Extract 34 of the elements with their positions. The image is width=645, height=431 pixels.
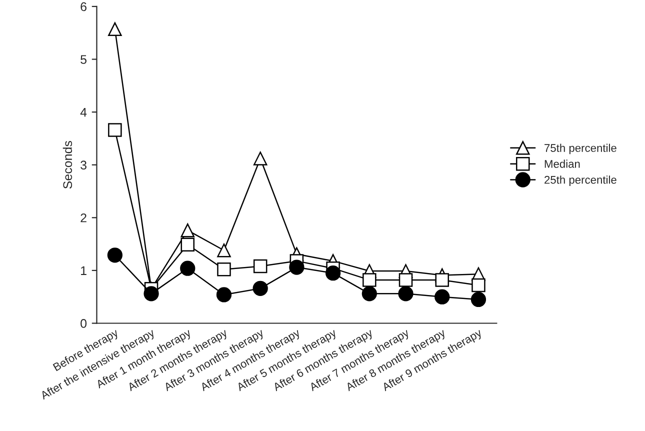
point bbox=[108, 123, 122, 137]
point bbox=[108, 22, 122, 36]
y-axis-title: Seconds bbox=[62, 140, 72, 189]
point bbox=[253, 152, 268, 166]
point bbox=[472, 278, 486, 292]
point bbox=[325, 266, 341, 281]
point bbox=[180, 260, 196, 276]
y-tick-label: 2 bbox=[80, 213, 86, 222]
point bbox=[470, 292, 486, 308]
point bbox=[180, 223, 195, 238]
point bbox=[434, 289, 450, 304]
y-tick-label: 5 bbox=[80, 55, 87, 64]
point bbox=[362, 273, 376, 287]
point bbox=[252, 280, 268, 296]
legend-label: 25th percentile bbox=[544, 176, 616, 186]
y-tick-label: 3 bbox=[80, 160, 86, 170]
point bbox=[362, 286, 377, 302]
point bbox=[107, 248, 122, 263]
point bbox=[180, 238, 195, 252]
legend-label: 75th percentile bbox=[544, 144, 616, 154]
point bbox=[253, 259, 268, 274]
y-tick-label: 4 bbox=[80, 108, 87, 117]
point bbox=[398, 286, 414, 302]
y-tick-label: 6 bbox=[80, 2, 86, 12]
y-tick-label: 1 bbox=[81, 266, 86, 275]
y-tick-label: 0 bbox=[80, 319, 87, 328]
point bbox=[435, 273, 449, 287]
point bbox=[398, 273, 413, 287]
point bbox=[289, 260, 304, 275]
point bbox=[217, 262, 231, 276]
legend-label: Median bbox=[544, 160, 580, 168]
point bbox=[217, 244, 231, 258]
point bbox=[144, 286, 159, 302]
point bbox=[216, 287, 232, 302]
